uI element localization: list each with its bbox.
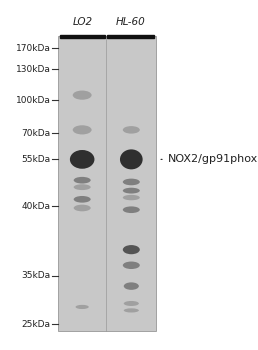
Text: 25kDa: 25kDa — [21, 320, 51, 329]
Ellipse shape — [124, 282, 139, 290]
Text: 55kDa: 55kDa — [21, 155, 51, 164]
Ellipse shape — [123, 261, 140, 269]
Ellipse shape — [76, 305, 89, 309]
Bar — [58, 36, 156, 331]
Ellipse shape — [123, 188, 140, 194]
Ellipse shape — [74, 177, 91, 183]
Ellipse shape — [74, 196, 91, 203]
Text: 35kDa: 35kDa — [21, 271, 51, 280]
Ellipse shape — [123, 245, 140, 254]
Text: 130kDa: 130kDa — [16, 65, 51, 74]
Ellipse shape — [74, 184, 91, 190]
Ellipse shape — [123, 178, 140, 185]
Ellipse shape — [123, 195, 140, 200]
Ellipse shape — [70, 150, 94, 169]
Text: 40kDa: 40kDa — [21, 202, 51, 211]
Ellipse shape — [124, 301, 139, 306]
Ellipse shape — [74, 205, 91, 211]
Text: NOX2/gp91phox: NOX2/gp91phox — [161, 154, 258, 164]
Bar — [60, 35, 105, 38]
Ellipse shape — [73, 125, 92, 134]
Ellipse shape — [123, 126, 140, 134]
Ellipse shape — [124, 308, 139, 313]
Text: HL-60: HL-60 — [116, 18, 146, 27]
Ellipse shape — [123, 206, 140, 213]
Ellipse shape — [73, 91, 92, 100]
Text: 70kDa: 70kDa — [21, 129, 51, 138]
Ellipse shape — [120, 149, 143, 169]
Text: LO2: LO2 — [72, 18, 93, 27]
Bar — [107, 35, 155, 38]
Text: 100kDa: 100kDa — [16, 96, 51, 105]
Text: 170kDa: 170kDa — [16, 44, 51, 53]
